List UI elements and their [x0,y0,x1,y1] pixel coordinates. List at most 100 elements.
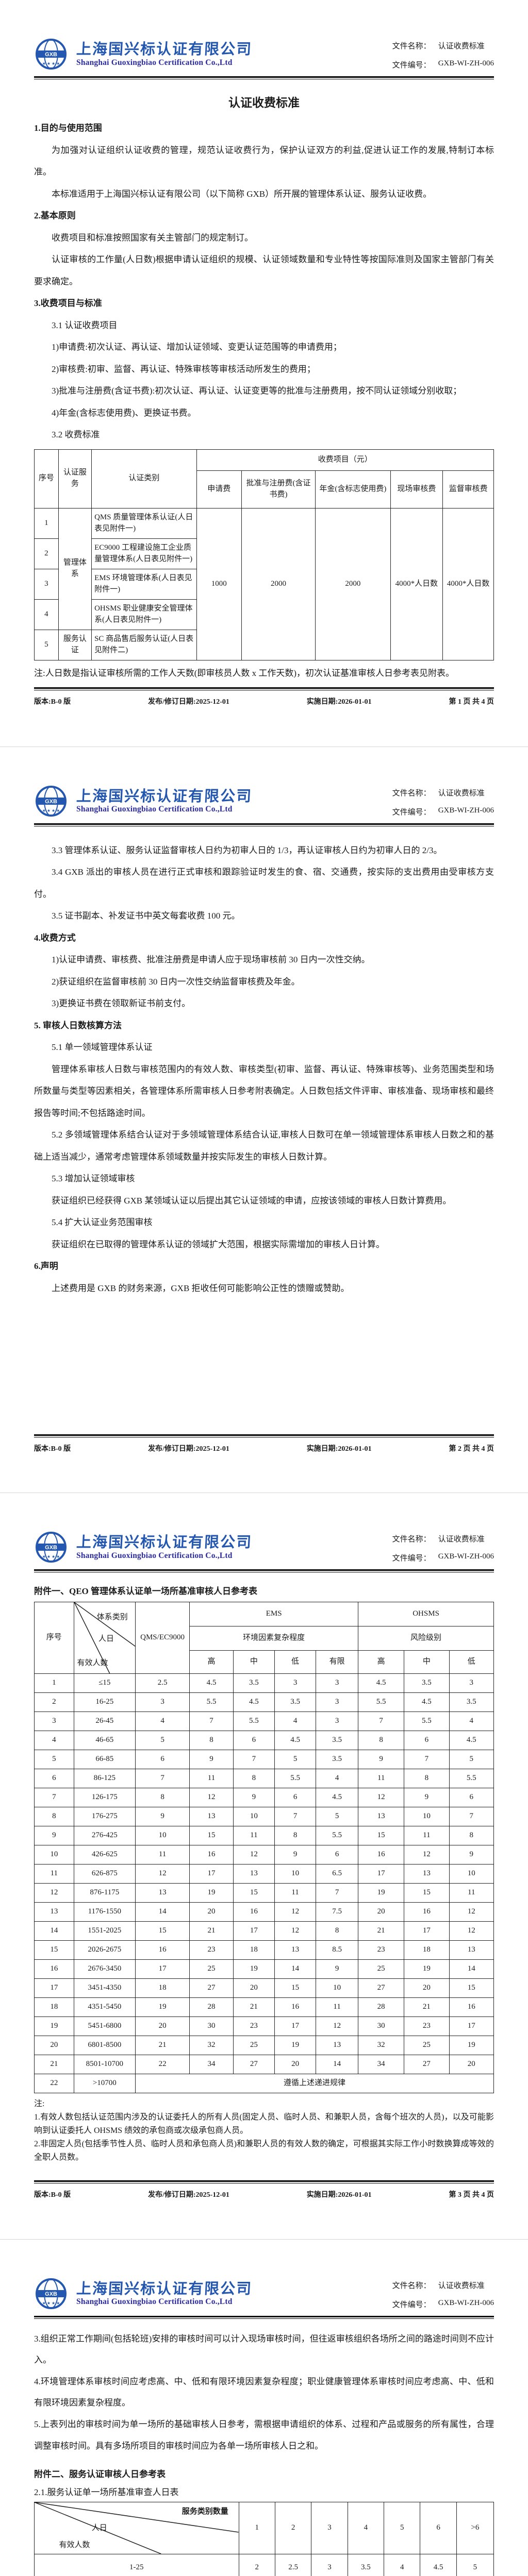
table-cell: 2.5 [274,2554,312,2576]
table-cell: 13 [274,1940,317,1960]
table-cell: 18 [34,1997,74,2017]
section-2-para-2: 认证审核的工作量(人日数)根据申请认证组织的规模、认证领域数量和专业特性等按国际… [34,255,494,286]
table-cell: 5 [456,2554,494,2576]
table-cell: 5.5 [274,1769,317,1788]
table-cell: 17 [449,2016,494,2036]
note-3: 3.组织正常工作期间(包括轮班)安排的审核时间可以计入现场审核时间，但往返审核组… [34,2333,494,2365]
section-1-para-1: 为加强对认证组织认证收费的管理，规范认证收费行为，保护认证双方的利益,促进认证工… [34,145,494,177]
company-logo: GXB ★ ★ ★ ★ 上海国兴标认证有限公司 Shanghai Guoxing… [34,38,253,71]
table-cell: 6 [34,1769,74,1788]
section-6-para: 上述费用是 GXB 的财务来源，GXB 拒收任何可能影响公正性的馈赠或赞助。 [52,1283,350,1293]
table-cell: 21 [233,1997,275,2017]
annex2-title: 附件二、服务认证审核人日参考表 [34,2469,166,2480]
page-4: GXB ★ ★ ★ ★ 上海国兴标认证有限公司 Shanghai Guoxing… [0,2239,528,2576]
annex1-table-body: 1 ≤15 2.5 4.5 3.5 3 3 4.5 3.5 3 2 16-25 3 5.5 4.5 3.5 3 5… [34,1673,494,2074]
company-logo: GXB ★ ★ ★ ★ 上海国兴标认证有限公司 Shanghai Guoxing… [34,2278,253,2311]
file-no-value: GXB-WI-ZH-006 [438,2298,494,2307]
table-cell: 9 [233,1788,275,1807]
table-cell: 15 [449,1978,494,1998]
table-cell: 20 [34,2036,74,2055]
table-cell: 4 [274,1711,317,1731]
diagonal-lines [35,2502,239,2554]
table-cell: 19 [135,1997,190,2017]
file-no-label: 文件编号： [392,808,431,817]
table-cell: 4 [384,2554,421,2576]
table-cell: 17 [358,1864,405,1884]
table-cell: 5.5 [233,1711,275,1731]
table-cell: 22 [135,2055,190,2074]
category-cell: EMS 环境管理体系(人日表见附件一) [91,568,197,600]
table-row: 4 OHSMS 职业健康安全管理体系(人日表见附件一) [34,599,494,630]
table-cell: 8 [274,1826,317,1845]
table-cell: 11 [449,1883,494,1903]
page3-content: 附件一、QEO 管理体系认证单一场所基准审核人日参考表 序号 体系类别 人 [34,1572,494,2164]
table-cell: 18 [404,1940,450,1960]
col-service: 认证服务 [58,449,92,509]
footer-publish-date: 发布/修订日期:2025-12-01 [147,1445,229,1453]
table-cell: 19 [274,2036,317,2055]
company-name-cn: 上海国兴标认证有限公司 [76,1534,253,1551]
table-row: 6 86-125 7 11 8 5.5 4 11 8 5.5 [34,1769,494,1788]
col-ems-high: 高 [189,1650,234,1674]
page1-content: 认证收费标准 1.目的与使用范围 为加强对认证组织认证收费的管理，规范认证收费行… [34,79,494,683]
col-oh-mid: 中 [404,1650,450,1674]
table-cell: 7.5 [316,1902,359,1922]
note-4: 4.环境管理体系审核时间应考虑高、中、低和有限环境因素复杂程度；职业健康管理体系… [34,2376,494,2408]
table-cell: 66-85 [73,1750,136,1769]
page-1: GXB ★ ★ ★ ★ 上海国兴标认证有限公司 Shanghai Guoxing… [0,0,528,747]
table-cell: 4 [135,1711,190,1731]
svg-text:GXB: GXB [45,2291,57,2297]
section-4-item-3: 3)更换证书费在领取新证书前支付。 [52,998,191,1008]
table-cell: 1551-2025 [73,1921,136,1941]
company-name-en: Shanghai Guoxingbiao Certification Co.,L… [76,58,233,67]
table-cell: 13 [34,1902,74,1922]
table-cell: 13 [404,1864,450,1884]
company-emblem-icon: GXB ★ ★ ★ ★ [36,1532,67,1563]
note-2: 2.非固定人员(包括季节性人员、临时人员和承包商人员)和兼职人员的有效人数的确定… [34,2139,494,2162]
table-cell: ≤15 [73,1673,136,1693]
company-name-cn: 上海国兴标认证有限公司 [76,788,253,805]
table-row: 10 426-625 11 16 12 9 6 16 12 9 [34,1845,494,1865]
section-5-4: 5.4 扩大认证业务范围审核 [52,1217,153,1227]
note-head: 注: [34,2099,45,2108]
page-header: GXB ★ ★ ★ ★ 上海国兴标认证有限公司 Shanghai Guoxing… [34,747,494,819]
table-cell: 426-625 [73,1845,136,1865]
fee-table-header-row-1: 序号 认证服务 认证类别 收费项目（元） [34,449,494,509]
table-cell: 16 [135,1940,190,1960]
table-cell: 21 [34,2055,74,2074]
annex1-header-row-1: 序号 体系类别 人日 有效人数 QMS/EC9000 EMS OHSMS [34,1602,494,1674]
header-rule [34,76,494,79]
table-row: 12 876-1175 13 19 15 11 7 19 15 11 [34,1883,494,1903]
table-cell: 11 [34,1864,74,1884]
col-no: 序号 [34,1602,74,1674]
footer-version: 版本:B-0 版 [34,698,71,706]
table-cell: 6 [135,1750,190,1769]
table-cell: 13 [449,1940,494,1960]
col-ems-group: EMS [189,1602,359,1626]
table-row: 1-25 2 2.5 3 3.5 4 4.5 5 [34,2554,494,2576]
table-cell: 6801-8500 [73,2036,136,2055]
table-cell: 11 [233,1826,275,1845]
table-cell: 21 [358,1921,405,1941]
annuity-fee-value: 2000 [315,507,391,660]
doc-meta: 文件名称： 认证收费标准 文件编号： GXB-WI-ZH-006 [392,785,494,825]
table-cell: 3 [449,1673,494,1693]
diag-label-headcount: 有效人数 [77,1658,108,1667]
table-cell: 23 [189,1940,234,1960]
table-cell: 15 [404,1883,450,1903]
col-ems-complexity: 环境因素复杂程度 [189,1626,359,1651]
table-cell: 5 [135,1731,190,1750]
table-cell: 10 [404,1807,450,1826]
table-cell: 7 [189,1711,234,1731]
table-cell: 16 [34,1959,74,1979]
col-6: 6 [420,2502,457,2555]
table-cell: 34 [189,2055,234,2074]
service-service-cell: 服务认证 [58,629,92,660]
col-qms-ec9000: QMS/EC9000 [135,1602,190,1674]
table-cell: 18 [135,1978,190,1998]
table-cell: 5.5 [449,1769,494,1788]
table-cell: 14 [316,2055,359,2074]
table-cell: 11 [358,1769,405,1788]
annex2-t1-header-row: 服务类别数量 人日 有效人数 1 2 3 4 5 6 >6 [34,2502,494,2555]
table-cell: 12 [274,1902,317,1922]
